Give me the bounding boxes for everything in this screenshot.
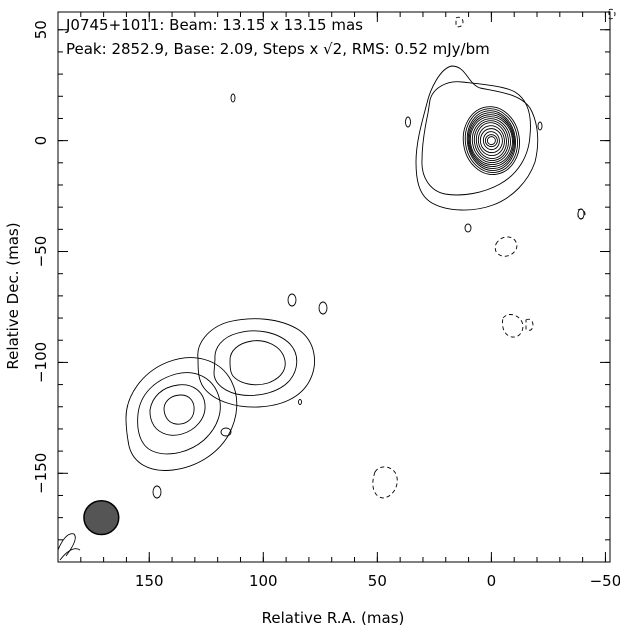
isolated-contour xyxy=(220,427,232,437)
negative-contour xyxy=(502,314,524,338)
header-line-1: J0745+1011: Beam: 13.15 x 13.15 mas xyxy=(65,16,363,34)
x-tick-label: 0 xyxy=(487,572,497,590)
outer-knot-contour xyxy=(163,394,195,425)
isolated-contour xyxy=(464,223,472,233)
negative-contour xyxy=(455,16,464,28)
x-tick-label: 50 xyxy=(368,572,387,590)
y-tick-label: −150 xyxy=(32,453,50,494)
core-contour xyxy=(486,136,496,146)
core-outer-contour xyxy=(415,65,539,211)
inner-knot-contour xyxy=(213,330,298,396)
isolated-contour xyxy=(152,485,162,499)
y-tick-label: 50 xyxy=(32,20,50,39)
inner-knot-contour xyxy=(197,318,315,408)
beam-layer xyxy=(83,499,120,536)
negative-contour xyxy=(577,208,586,220)
core-contour xyxy=(464,108,518,173)
negative-contour xyxy=(608,8,616,20)
inner-knot-contour xyxy=(229,340,286,386)
isolated-contour xyxy=(298,399,302,405)
header-line-2: Peak: 2852.9, Base: 2.09, Steps x √2, RM… xyxy=(66,40,490,58)
corner-contour xyxy=(59,548,81,561)
core-contour xyxy=(479,128,503,154)
core-contour xyxy=(462,106,520,175)
negative-contour xyxy=(525,318,534,331)
y-axis-label: Relative Dec. (mas) xyxy=(4,222,22,369)
core-contour xyxy=(469,116,513,166)
core-outer-contour xyxy=(421,81,531,196)
x-axis-label: Relative R.A. (mas) xyxy=(262,609,405,627)
core-contour xyxy=(482,131,500,151)
plot-frame xyxy=(57,11,611,563)
contours xyxy=(57,8,616,561)
x-tick-label: 100 xyxy=(249,572,278,590)
beam-ellipse xyxy=(83,499,120,536)
isolated-contour xyxy=(287,293,297,307)
isolated-contour xyxy=(537,121,543,131)
core-contour xyxy=(471,118,511,164)
core-contour xyxy=(475,122,507,160)
core-contour xyxy=(484,134,498,148)
corner-contour xyxy=(57,533,76,557)
core-contour xyxy=(473,120,509,162)
core-contour xyxy=(477,125,505,157)
negative-contour xyxy=(494,236,518,257)
x-tick-label: −50 xyxy=(590,572,620,590)
outer-knot-contour xyxy=(149,384,206,436)
isolated-contour xyxy=(230,93,236,103)
core-contour xyxy=(468,114,514,168)
outer-knot-contour xyxy=(137,372,221,455)
isolated-contour xyxy=(318,301,328,315)
x-tick-label: 150 xyxy=(135,572,164,590)
core-contour xyxy=(467,112,515,169)
major-ticks: 150 100 50 0 −50 50 0 −50 −100 −150 xyxy=(32,12,620,590)
isolated-contour xyxy=(405,116,411,128)
y-tick-label: −50 xyxy=(32,236,50,268)
y-tick-label: −100 xyxy=(32,342,50,383)
y-tick-label: 0 xyxy=(32,136,50,146)
core-contour xyxy=(466,110,516,171)
